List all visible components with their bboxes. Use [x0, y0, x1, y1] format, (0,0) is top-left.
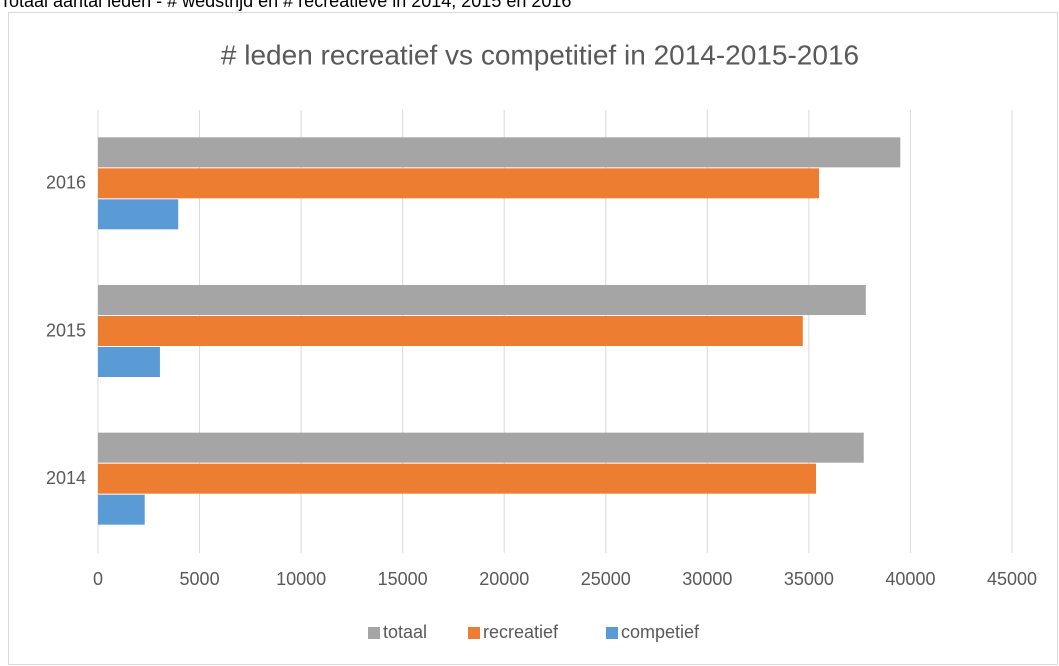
y-tick-label: 2014 — [46, 468, 86, 488]
x-tick-label: 30000 — [682, 569, 732, 589]
bar — [98, 168, 820, 199]
legend-swatch — [368, 627, 380, 639]
legend-label: competief — [621, 622, 700, 642]
legend-swatch — [468, 627, 480, 639]
x-tick-label: 25000 — [581, 569, 631, 589]
bar — [98, 199, 179, 230]
legend-swatch — [606, 627, 618, 639]
caption: Totaal aantal leden - # wedstrijd en # r… — [0, 0, 571, 11]
bar — [98, 285, 866, 315]
bar — [98, 432, 864, 463]
x-tick-label: 35000 — [784, 569, 834, 589]
bar — [98, 463, 816, 494]
x-tick-label: 5000 — [180, 569, 220, 589]
y-tick-label: 2015 — [46, 320, 86, 340]
bar — [98, 137, 901, 168]
bar — [98, 316, 803, 346]
bar — [98, 494, 145, 525]
x-tick-label: 20000 — [479, 569, 529, 589]
y-tick-label: 2016 — [46, 173, 86, 193]
x-tick-label: 40000 — [885, 569, 935, 589]
legend-label: totaal — [383, 622, 427, 642]
x-tick-label: 45000 — [987, 569, 1037, 589]
bar — [98, 347, 160, 377]
chart-title: # leden recreatief vs competitief in 201… — [221, 39, 859, 70]
legend-label: recreatief — [483, 622, 559, 642]
x-tick-label: 0 — [93, 569, 103, 589]
x-tick-label: 10000 — [276, 569, 326, 589]
x-tick-label: 15000 — [378, 569, 428, 589]
